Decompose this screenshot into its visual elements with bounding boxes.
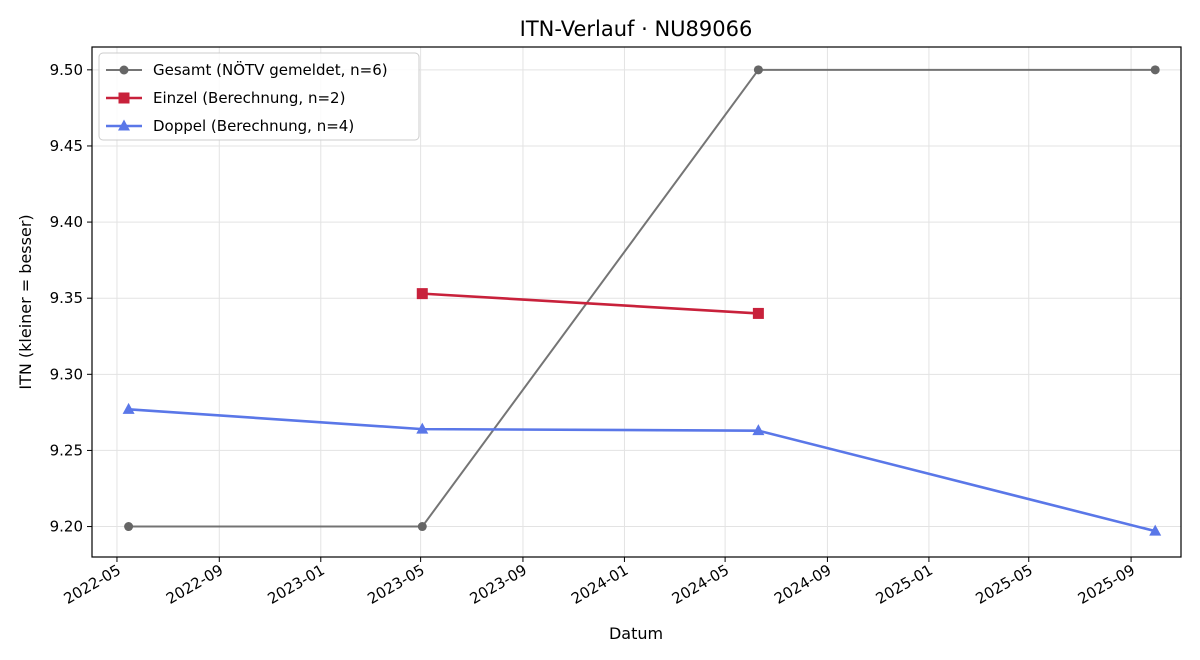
x-tick-label: 2024-01	[568, 561, 631, 608]
series-layer	[122, 65, 1162, 536]
y-tick-label: 9.50	[50, 61, 83, 79]
data-point-square	[416, 288, 428, 300]
legend-label: Einzel (Berechnung, n=2)	[153, 89, 345, 107]
legend-marker-circle	[119, 65, 129, 75]
y-tick-label: 9.35	[50, 289, 83, 307]
grid-layer	[92, 47, 1181, 557]
x-tick-label: 2022-05	[61, 561, 124, 608]
data-point-circle	[753, 65, 763, 75]
data-point-circle	[124, 522, 134, 532]
series-2	[122, 402, 1162, 536]
y-tick-label: 9.20	[50, 518, 83, 536]
legend-label: Doppel (Berechnung, n=4)	[153, 117, 354, 135]
legend-marker-triangle	[118, 119, 130, 131]
plot-frame	[91, 46, 1182, 558]
x-tick-label: 2025-09	[1075, 561, 1138, 608]
data-point-triangle	[1149, 524, 1162, 536]
data-point-triangle	[752, 424, 765, 436]
x-tick-label: 2025-01	[873, 561, 936, 608]
chart-title: ITN-Verlauf · NU89066	[520, 17, 753, 41]
y-axis-title: ITN (kleiner = besser)	[16, 214, 35, 389]
x-tick-label: 2024-09	[771, 561, 834, 608]
legend-marker-square	[118, 92, 130, 104]
data-point-square	[752, 307, 764, 319]
series-0	[124, 65, 1160, 532]
x-axis-title: Datum	[609, 624, 663, 643]
series-line	[128, 408, 1156, 533]
series-line	[128, 68, 1156, 528]
y-tick-label: 9.40	[50, 213, 83, 231]
y-tick-label: 9.45	[50, 137, 83, 155]
series-1	[416, 288, 764, 319]
legend: Gesamt (NÖTV gemeldet, n=6) Einzel (Berec…	[98, 52, 420, 141]
x-tick-label: 2023-09	[467, 561, 530, 608]
x-tick-label: 2024-05	[669, 561, 732, 608]
legend-label: Gesamt (NÖTV gemeldet, n=6)	[153, 60, 388, 79]
x-tick-label: 2025-05	[972, 561, 1035, 608]
data-point-circle	[1150, 65, 1160, 75]
x-tick-label: 2023-05	[364, 561, 427, 608]
x-tick-label: 2023-01	[264, 561, 327, 608]
data-point-triangle	[416, 422, 429, 434]
y-tick-label: 9.25	[50, 441, 83, 459]
data-point-circle	[417, 522, 427, 532]
data-point-triangle	[122, 402, 135, 414]
legend-box	[98, 52, 420, 141]
y-tick-label: 9.30	[50, 365, 83, 383]
series-line	[422, 292, 759, 315]
x-tick-label: 2022-09	[163, 561, 226, 608]
